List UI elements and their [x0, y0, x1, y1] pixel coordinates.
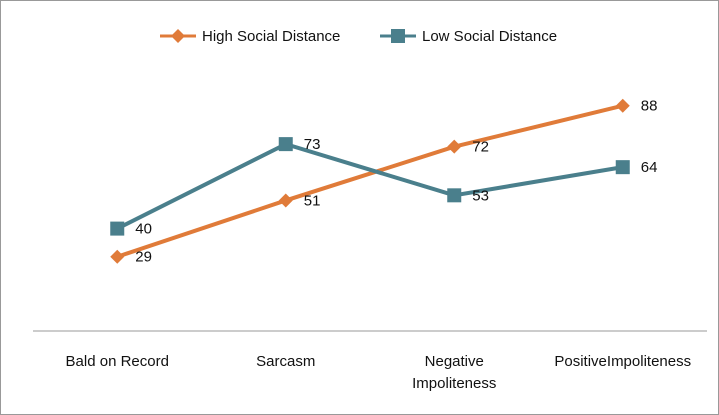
x-tick-label: Sarcasm — [256, 353, 315, 370]
data-label: 88 — [641, 98, 658, 115]
marker — [447, 188, 462, 203]
x-tick-label: Bald on Record — [66, 353, 169, 370]
x-tick-label: PositiveImpoliteness — [554, 353, 691, 370]
marker — [278, 193, 293, 208]
series-line — [116, 103, 624, 259]
marker — [391, 29, 405, 43]
data-label: 64 — [641, 159, 658, 176]
data-label: 51 — [304, 192, 321, 209]
data-label: 40 — [135, 221, 152, 238]
legend-label: High Social Distance — [202, 28, 340, 45]
data-label: 53 — [472, 187, 489, 204]
legend-label: Low Social Distance — [422, 28, 557, 45]
data-label: 73 — [304, 136, 321, 153]
marker — [615, 98, 630, 113]
data-label: 29 — [135, 249, 152, 266]
marker — [615, 160, 630, 175]
series-line — [116, 141, 624, 231]
marker — [110, 221, 125, 236]
x-tick-label: Negative Impoliteness — [412, 353, 496, 392]
marker — [278, 137, 293, 152]
marker — [447, 139, 462, 154]
marker — [110, 249, 125, 264]
marker — [171, 29, 185, 43]
data-label: 72 — [472, 139, 489, 156]
